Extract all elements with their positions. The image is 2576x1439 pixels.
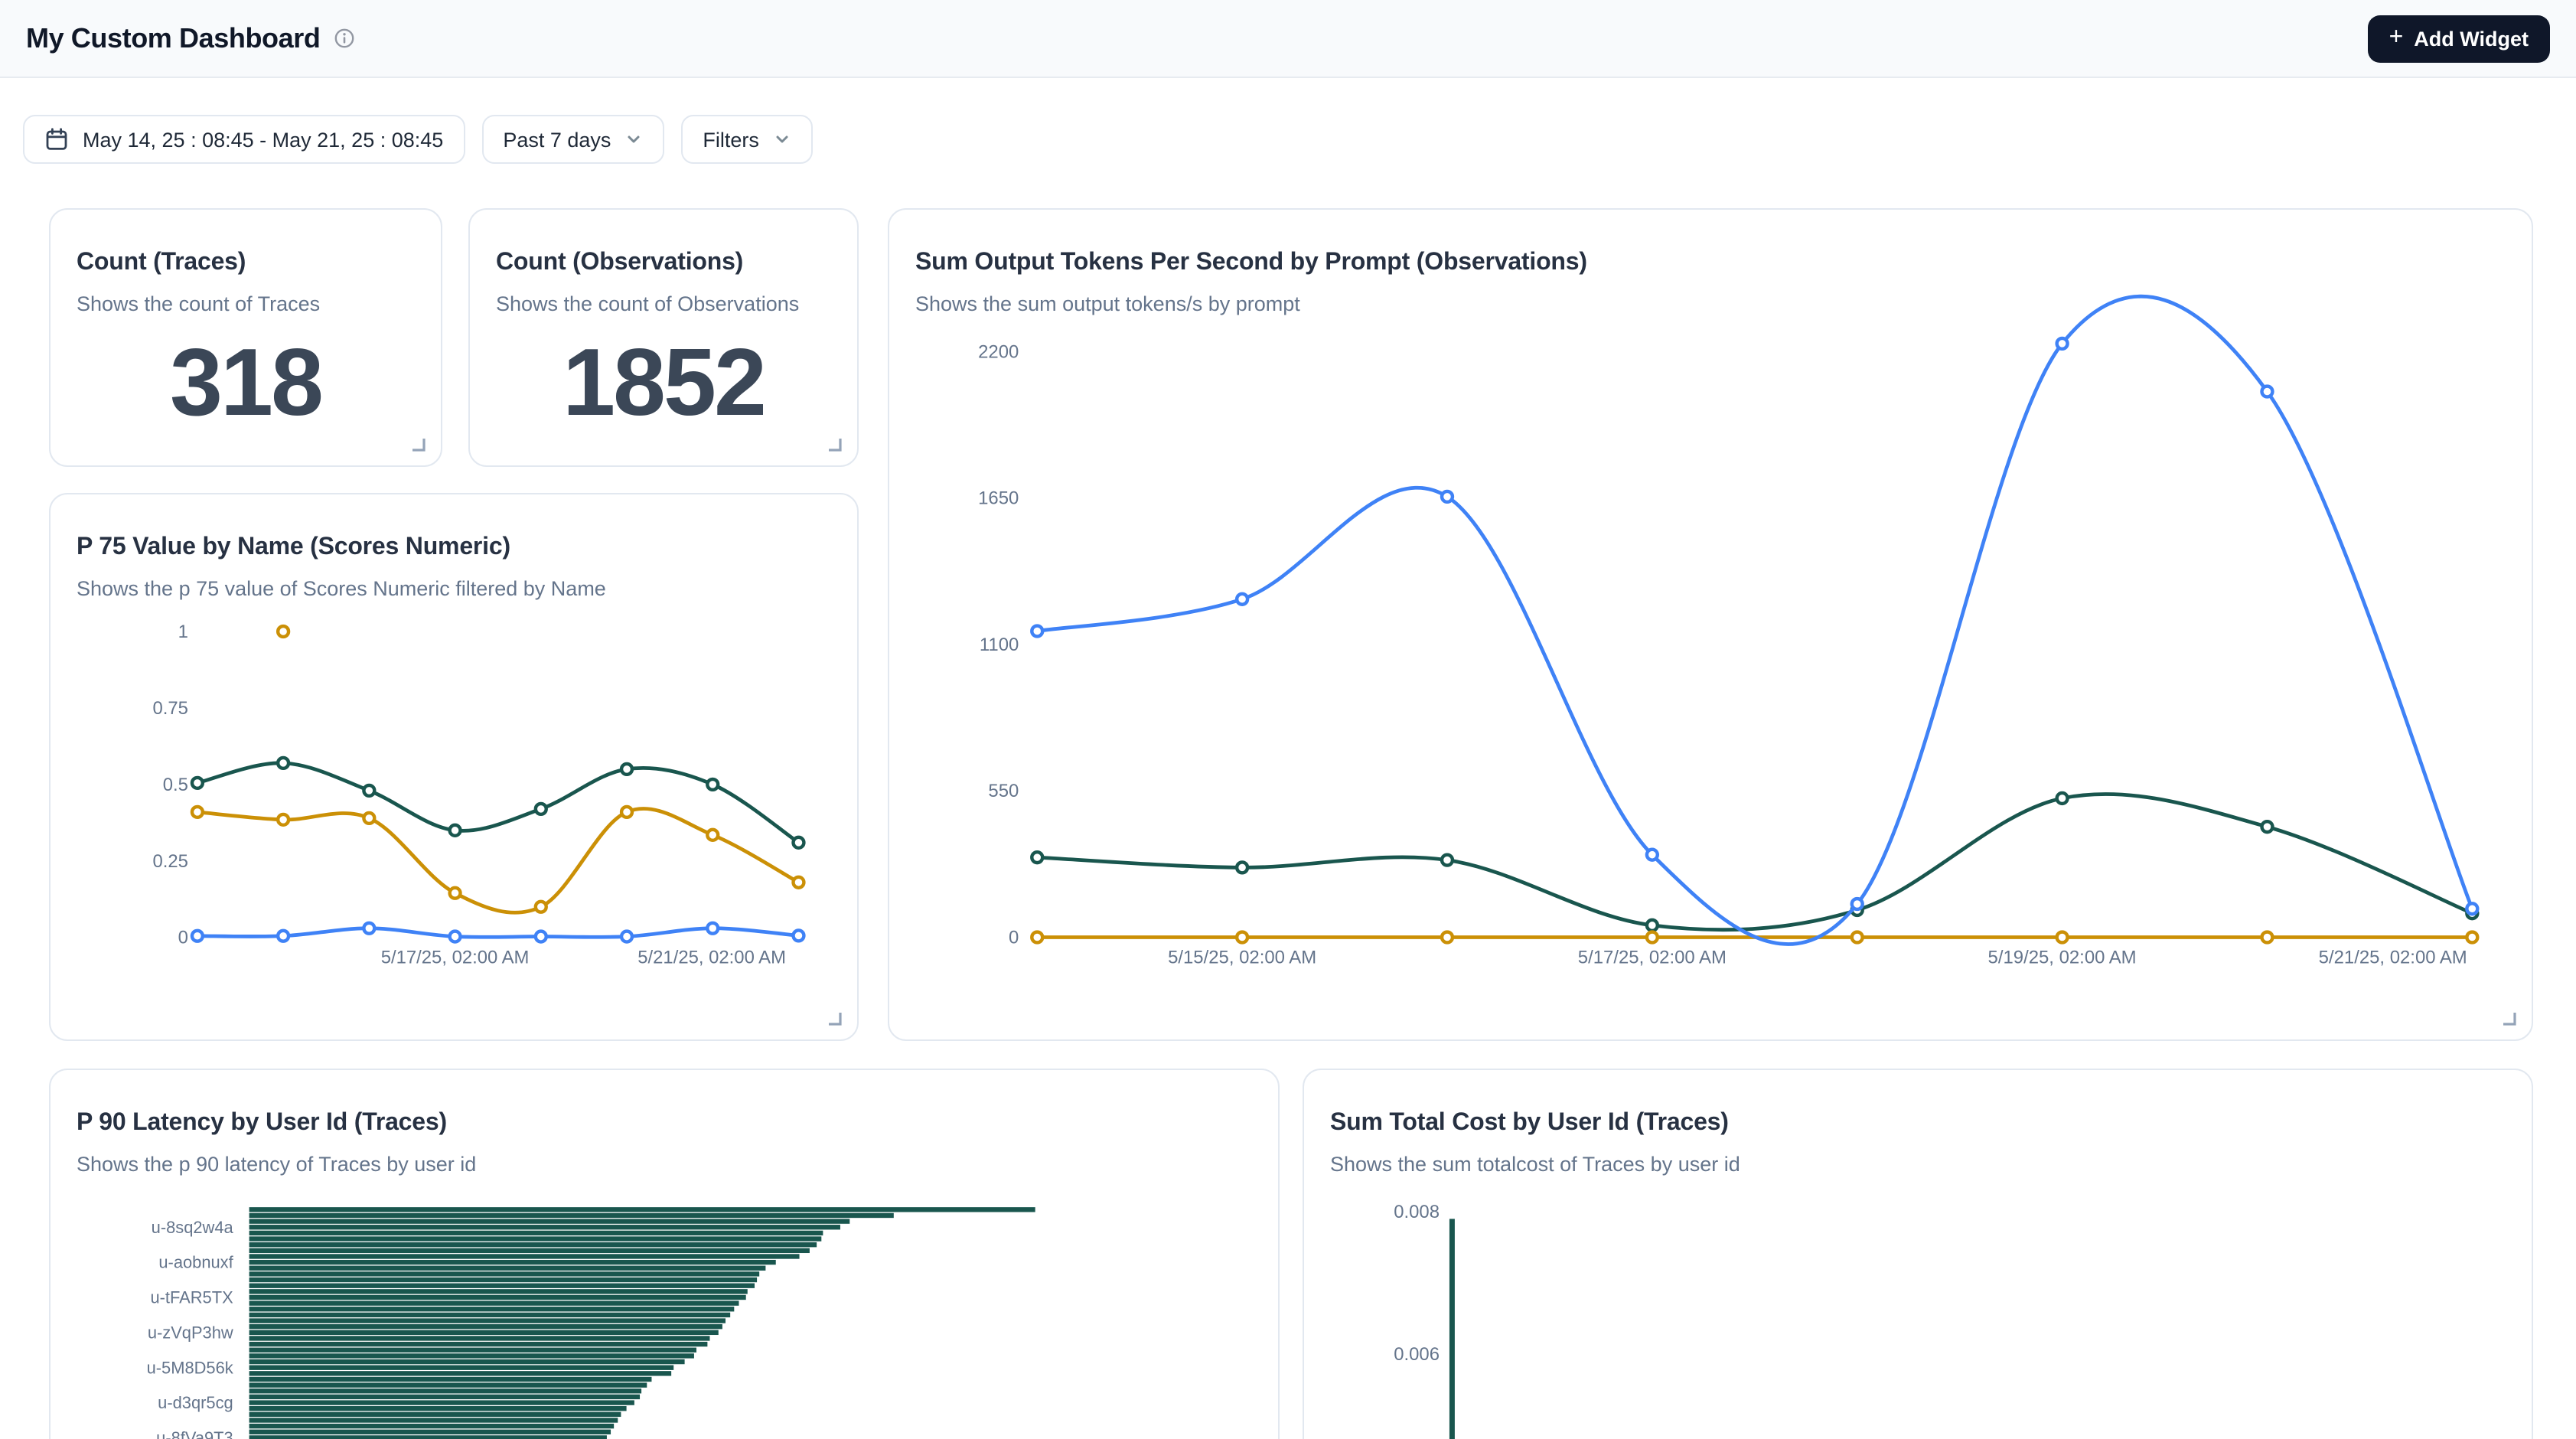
svg-text:u-d3qr5cg: u-d3qr5cg — [158, 1393, 233, 1412]
svg-text:u-tFAR5TX: u-tFAR5TX — [150, 1288, 233, 1307]
date-preset-dropdown[interactable]: Past 7 days — [481, 115, 664, 164]
svg-text:5/17/25, 02:00 AM: 5/17/25, 02:00 AM — [1578, 947, 1727, 967]
svg-text:u-5M8D56k: u-5M8D56k — [147, 1358, 233, 1377]
widget-title: P 75 Value by Name (Scores Numeric) — [77, 534, 831, 562]
svg-text:0.5: 0.5 — [163, 775, 188, 795]
resize-handle-icon[interactable] — [827, 436, 842, 452]
widget-title: P 90 Latency by User Id (Traces) — [77, 1110, 1252, 1137]
svg-text:u-8fVa9T3: u-8fVa9T3 — [156, 1428, 233, 1439]
svg-text:0: 0 — [178, 928, 188, 948]
svg-text:0.008: 0.008 — [1394, 1202, 1440, 1222]
widget-subtitle: Shows the sum output tokens/s by prompt — [915, 292, 2506, 315]
svg-text:1100: 1100 — [980, 635, 1019, 655]
widget-title: Sum Total Cost by User Id (Traces) — [1330, 1110, 2506, 1137]
date-preset-value: Past 7 days — [503, 128, 611, 151]
svg-text:1650: 1650 — [978, 488, 1019, 509]
widget-subtitle: Shows the p 90 latency of Traces by user… — [77, 1153, 1252, 1176]
widget-card-count-traces: Count (Traces) Shows the count of Traces… — [49, 208, 442, 467]
chevron-down-icon — [773, 130, 791, 148]
filter-bar: May 14, 25 : 08:45 - May 21, 25 : 08:45 … — [23, 115, 813, 164]
widget-subtitle: Shows the count of Observations — [496, 292, 831, 315]
top-bar: My Custom Dashboard + Add Widget — [0, 0, 2576, 78]
dashboard-page: My Custom Dashboard + Add Widget May 14,… — [0, 0, 2576, 1439]
chevron-down-icon — [624, 130, 643, 148]
svg-text:2200: 2200 — [978, 341, 1019, 362]
svg-text:0.75: 0.75 — [153, 698, 188, 719]
widget-title: Sum Output Tokens Per Second by Prompt (… — [915, 250, 2506, 277]
svg-text:5/21/25, 02:00 AM: 5/21/25, 02:00 AM — [2319, 947, 2467, 967]
svg-text:0.006: 0.006 — [1394, 1344, 1440, 1365]
plus-icon: + — [2389, 25, 2404, 50]
tokens-line-chart: 0 550 1100 1650 2200 5/15/25, 02:00 AM 5/17/25… — [889, 210, 2532, 1039]
add-widget-label: Add Widget — [2414, 27, 2529, 50]
svg-text:5/15/25, 02:00 AM: 5/15/25, 02:00 AM — [1168, 947, 1316, 967]
title-row: My Custom Dashboard — [26, 22, 355, 54]
widget-title: Count (Observations) — [496, 250, 831, 277]
filters-dropdown[interactable]: Filters — [681, 115, 813, 164]
resize-handle-icon[interactable] — [827, 1010, 842, 1026]
widget-title: Count (Traces) — [77, 250, 415, 277]
widget-card-sum-cost: Sum Total Cost by User Id (Traces) Shows… — [1303, 1069, 2533, 1439]
page-title: My Custom Dashboard — [26, 22, 320, 54]
svg-text:5/19/25, 02:00 AM: 5/19/25, 02:00 AM — [1988, 947, 2137, 967]
widget-card-p75-by-name: P 75 Value by Name (Scores Numeric) Show… — [49, 493, 859, 1041]
svg-text:5/17/25, 02:00 AM: 5/17/25, 02:00 AM — [381, 948, 530, 968]
svg-text:u-zVqP3hw: u-zVqP3hw — [148, 1323, 233, 1342]
widget-subtitle: Shows the count of Traces — [77, 292, 415, 315]
count-traces-value: 318 — [51, 332, 441, 436]
add-widget-button[interactable]: + Add Widget — [2368, 15, 2550, 62]
resize-handle-icon[interactable] — [410, 436, 426, 452]
svg-text:0.25: 0.25 — [153, 851, 188, 872]
svg-text:u-8sq2w4a: u-8sq2w4a — [152, 1218, 234, 1237]
calendar-icon — [44, 127, 69, 152]
date-range-picker[interactable]: May 14, 25 : 08:45 - May 21, 25 : 08:45 — [23, 115, 465, 164]
svg-text:550: 550 — [988, 781, 1019, 801]
count-observations-value: 1852 — [470, 332, 857, 436]
info-icon[interactable] — [334, 28, 355, 49]
resize-handle-icon[interactable] — [2501, 1010, 2516, 1026]
svg-text:1: 1 — [178, 622, 188, 642]
widget-subtitle: Shows the sum totalcost of Traces by use… — [1330, 1153, 2506, 1176]
widget-card-p90-latency: P 90 Latency by User Id (Traces) Shows t… — [49, 1069, 1280, 1439]
widget-card-count-observations: Count (Observations) Shows the count of … — [468, 208, 859, 467]
svg-text:0: 0 — [1009, 927, 1019, 948]
widget-subtitle: Shows the p 75 value of Scores Numeric f… — [77, 577, 831, 600]
svg-text:5/21/25, 02:00 AM: 5/21/25, 02:00 AM — [637, 948, 786, 968]
svg-text:u-aobnuxf: u-aobnuxf — [158, 1253, 233, 1272]
filters-label: Filters — [703, 128, 759, 151]
widget-card-tokens-by-prompt: Sum Output Tokens Per Second by Prompt (… — [888, 208, 2533, 1041]
date-range-value: May 14, 25 : 08:45 - May 21, 25 : 08:45 — [83, 128, 443, 151]
